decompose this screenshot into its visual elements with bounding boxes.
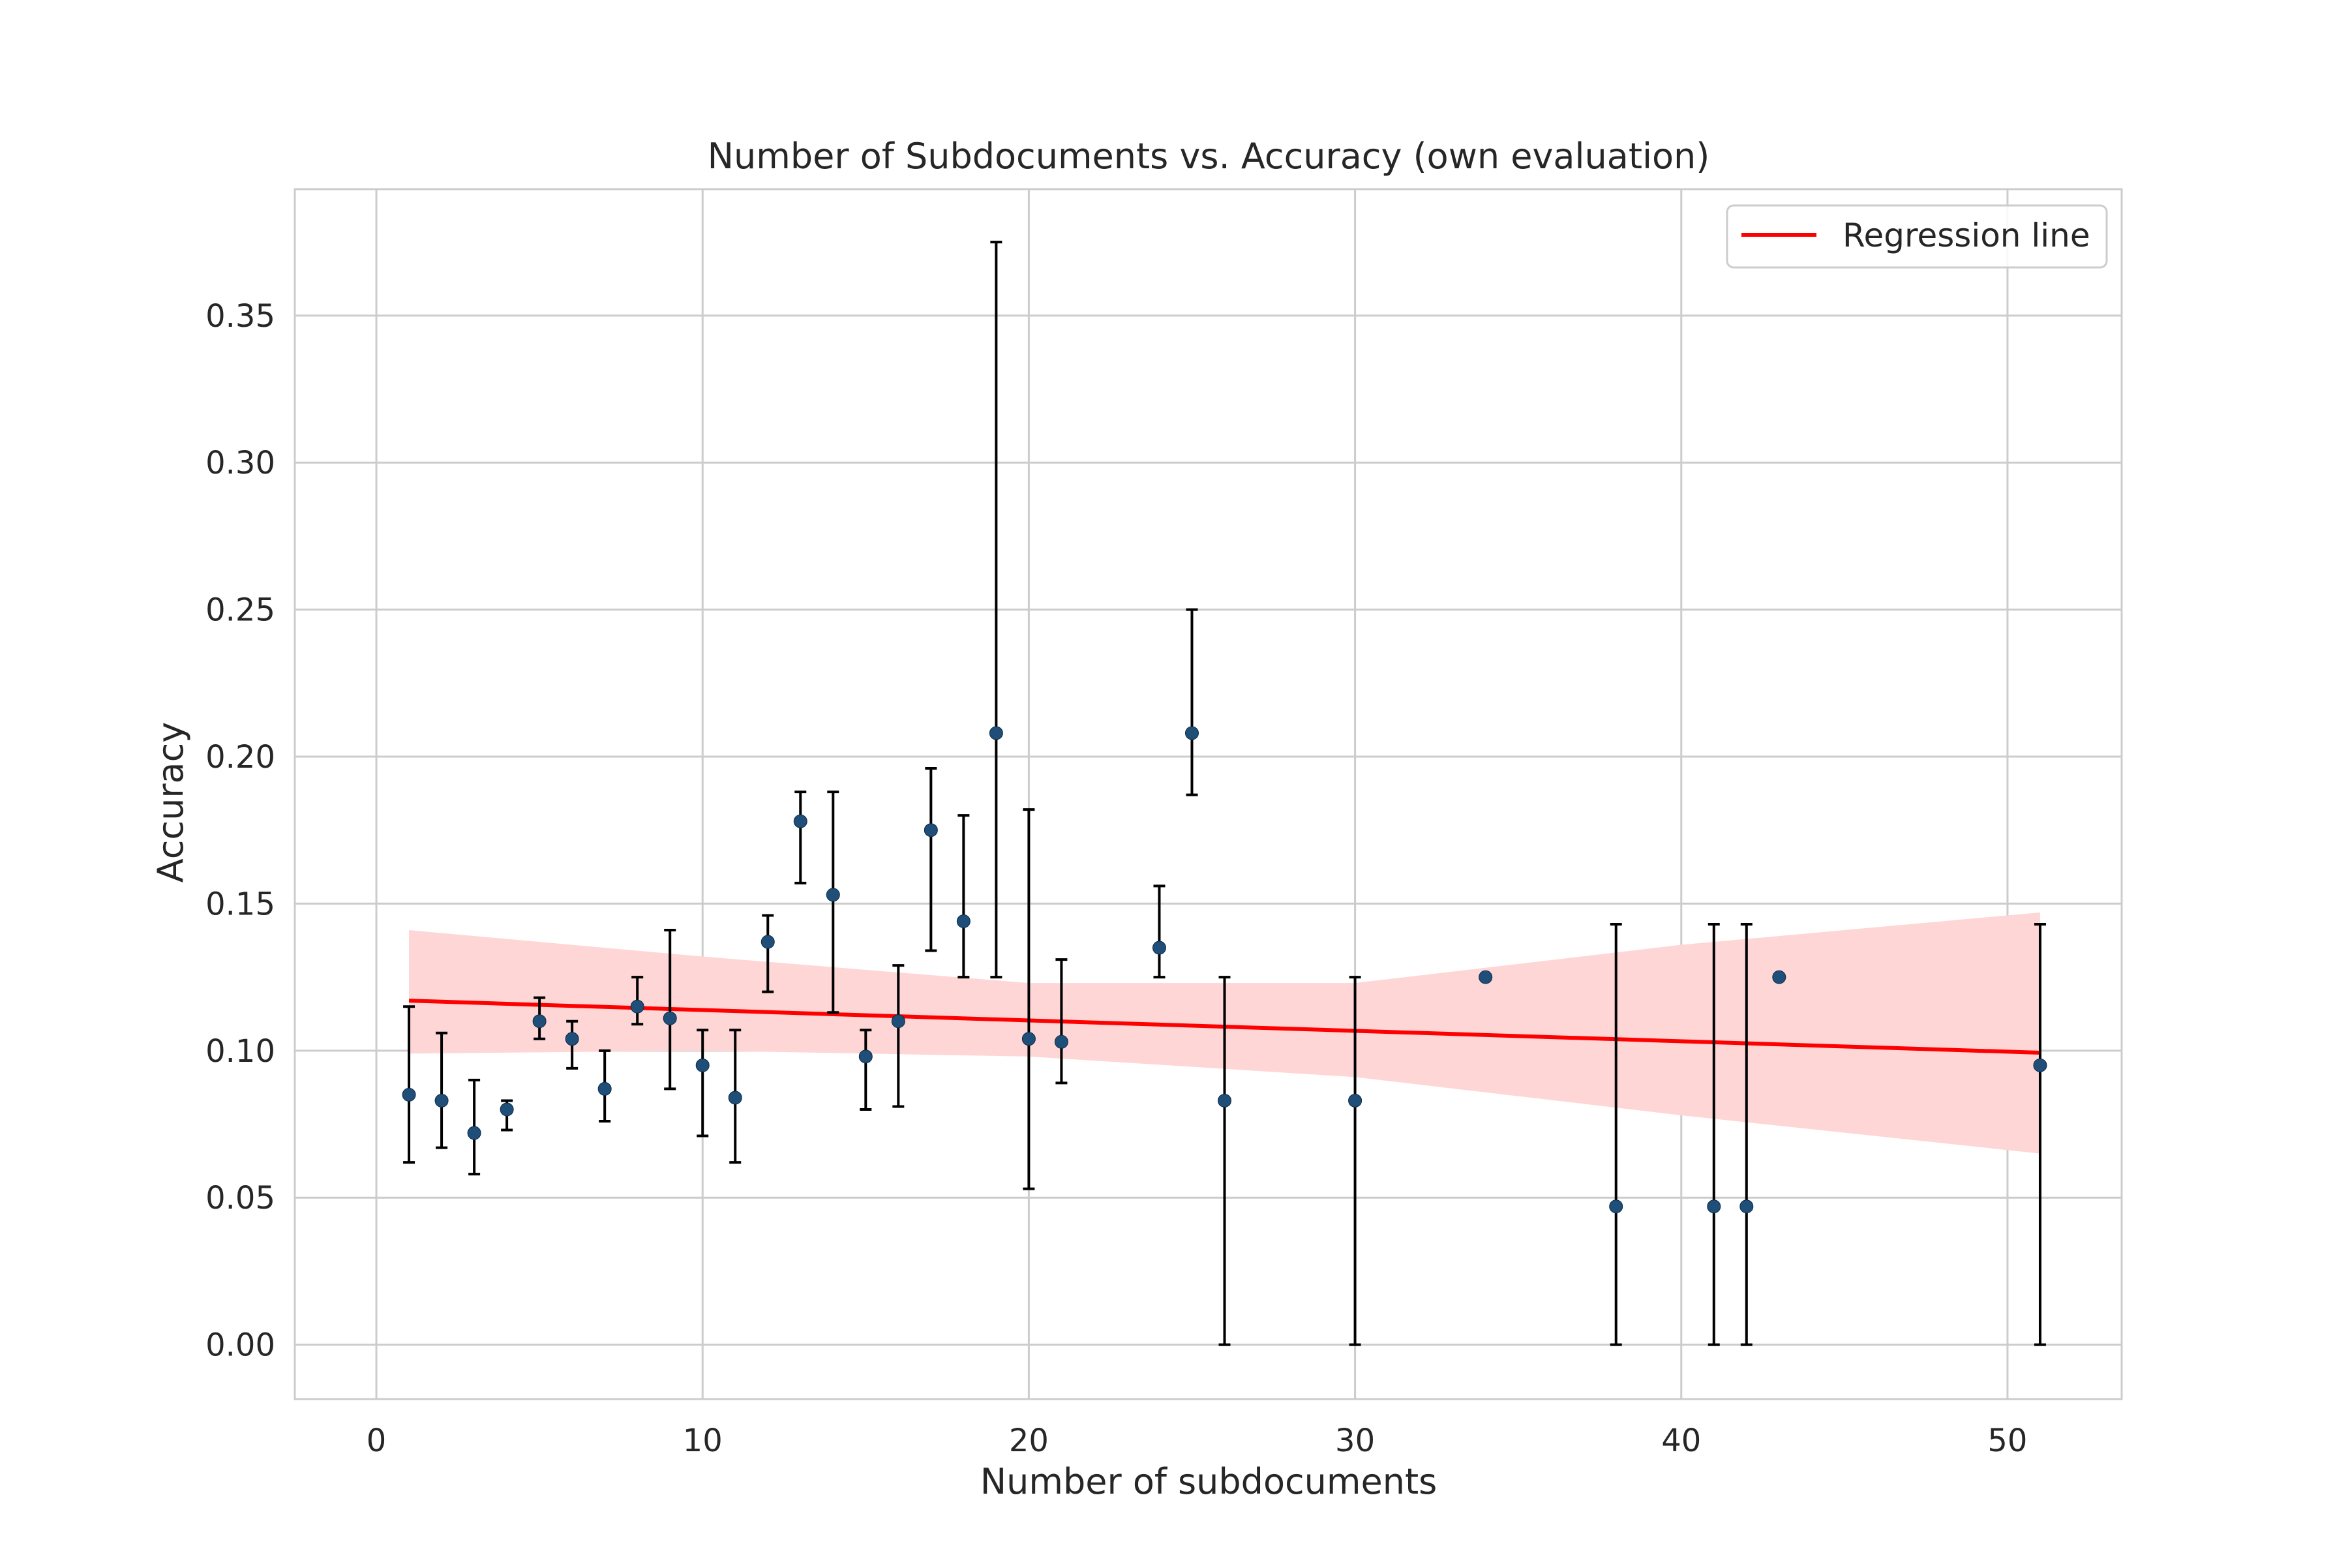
error-bar <box>892 964 905 1108</box>
data-point <box>1609 1199 1623 1214</box>
error-bar <box>1740 922 1753 1346</box>
chart-title: Number of Subdocuments vs. Accuracy (own… <box>708 136 1710 177</box>
data-point <box>630 999 644 1014</box>
error-bar <box>1218 976 1231 1346</box>
y-tick-label: 0.30 <box>205 445 275 481</box>
x-tick-labels: 0 10 20 30 40 50 <box>367 1423 2028 1459</box>
data-point <box>434 1093 449 1108</box>
x-tick-label: 20 <box>1009 1423 1049 1459</box>
legend-label-regression: Regression line <box>1843 217 2090 254</box>
x-tick-label: 30 <box>1335 1423 1375 1459</box>
data-point <box>760 935 775 949</box>
data-point <box>1218 1093 1232 1108</box>
y-tick-label: 0.00 <box>205 1327 275 1364</box>
data-point <box>728 1091 742 1105</box>
data-point <box>467 1126 481 1140</box>
y-tick-labels: 0.00 0.05 0.10 0.15 0.20 0.25 0.30 0.35 <box>205 298 275 1364</box>
data-point <box>1184 726 1199 740</box>
data-point <box>989 726 1003 740</box>
data-point <box>858 1049 873 1064</box>
legend-box <box>1726 204 2108 269</box>
error-bar <box>403 1005 415 1164</box>
data-point <box>1054 1034 1068 1049</box>
error-bar <box>697 1029 709 1138</box>
data-point <box>695 1058 710 1072</box>
legend: Regression line <box>1726 204 2108 269</box>
error-bar <box>827 791 839 1014</box>
error-bar <box>1153 884 1166 979</box>
y-tick-label: 0.20 <box>205 739 275 776</box>
data-point <box>793 814 807 828</box>
x-tick-label: 0 <box>367 1423 387 1459</box>
error-bar <box>794 791 807 884</box>
y-tick-label: 0.35 <box>205 298 275 335</box>
y-tick-label: 0.10 <box>205 1033 275 1070</box>
data-point <box>663 1011 677 1025</box>
data-point <box>402 1087 416 1102</box>
data-point <box>924 823 938 837</box>
error-bar <box>1708 922 1720 1346</box>
data-point <box>1739 1199 1754 1214</box>
data-point <box>597 1081 612 1096</box>
data-point <box>500 1102 514 1117</box>
data-point <box>956 914 971 928</box>
data-point <box>1772 970 1786 984</box>
data-point <box>891 1014 905 1029</box>
y-tick-label: 0.25 <box>205 592 275 629</box>
error-bar <box>925 767 937 952</box>
data-point <box>1021 1032 1036 1046</box>
error-bar <box>1023 808 1035 1190</box>
x-tick-label: 50 <box>1987 1423 2027 1459</box>
data-points <box>402 726 2047 1214</box>
y-tick-label: 0.15 <box>205 886 275 922</box>
error-bar <box>2034 922 2046 1346</box>
y-tick-label: 0.05 <box>205 1180 275 1216</box>
error-bar <box>762 914 774 993</box>
error-bar <box>990 241 1002 979</box>
data-point <box>1479 970 1493 984</box>
data-point <box>565 1032 579 1046</box>
data-point <box>826 888 840 902</box>
data-point <box>2033 1058 2047 1072</box>
x-tick-label: 10 <box>683 1423 723 1459</box>
x-tick-label: 40 <box>1661 1423 1701 1459</box>
error-bar <box>1186 608 1198 796</box>
error-bar <box>860 1029 872 1111</box>
data-point <box>1152 941 1166 955</box>
error-bar <box>957 814 970 979</box>
x-axis-label: Number of subdocuments <box>980 1461 1437 1502</box>
data-point <box>1348 1093 1362 1108</box>
error-bar <box>436 1031 448 1149</box>
data-point <box>1707 1199 1721 1214</box>
error-bar <box>1349 976 1361 1346</box>
error-bar <box>1055 958 1068 1085</box>
data-point <box>532 1014 547 1029</box>
y-axis-label: Accuracy <box>150 722 191 883</box>
plot-frame <box>294 188 2123 1400</box>
error-bar <box>1610 922 1622 1346</box>
error-bar <box>664 928 676 1091</box>
